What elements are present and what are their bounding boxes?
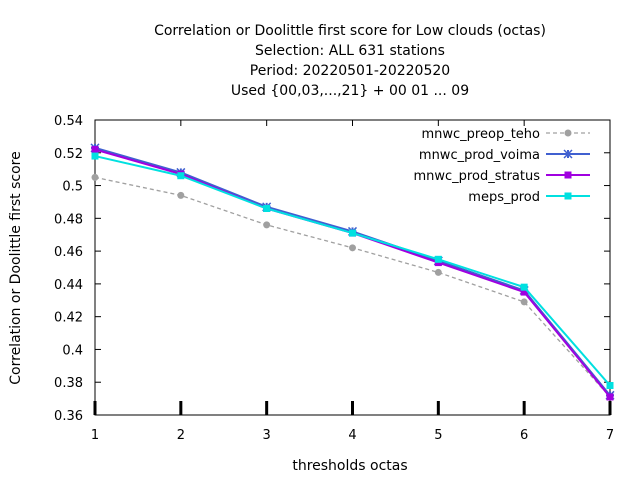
legend-label: mnwc_prod_voima [419,148,540,163]
data-point [91,146,99,153]
data-point [91,173,99,181]
data-point [434,268,442,276]
x-tick-label: 7 [606,428,614,443]
y-tick-label: 0.4 [62,343,83,358]
x-tick-label: 6 [520,428,528,443]
series-mnwc_prod_stratus [91,146,614,401]
plot-area: 0.36 0.38 0.4 0.42 0.44 0.46 0.48 0.5 0.52 0.54 1 2… [54,114,615,443]
x-tick-label: 3 [263,428,271,443]
y-tick-label: 0.38 [54,376,83,391]
y-tick-label: 0.5 [62,180,83,195]
x-tick-label: 2 [177,428,185,443]
title-line-3: Period: 20220501-20220520 [250,63,450,79]
legend: mnwc_preop_teho mnwc_prod_voima mnwc_prod_… [414,127,590,205]
legend-label: mnwc_prod_stratus [414,169,541,184]
series-line [94,148,611,398]
series-line [94,146,611,396]
x-axis-label: thresholds octas [292,458,407,474]
data-point [177,172,185,180]
y-tick-label: 0.48 [54,212,83,227]
data-point [263,205,271,212]
data-point [349,244,356,252]
legend-label: meps_prod [468,190,540,205]
data-point [520,298,528,306]
chart-title: Correlation or Doolittle first score for… [154,23,546,99]
series-line [94,176,611,398]
title-line-1: Correlation or Doolittle first score for… [154,23,546,39]
y-tick-label: 0.54 [54,114,83,129]
data-point [606,393,614,401]
data-point [520,288,528,296]
legend-marker [563,149,573,159]
title-line-2: Selection: ALL 631 stations [255,43,445,59]
y-tick-label: 0.46 [54,245,83,260]
y-tick-label: 0.42 [54,311,83,326]
data-point [91,152,99,160]
title-line-4: Used {00,03,...,21} + 00 01 ... 09 [231,83,469,99]
plot-frame [94,119,611,416]
y-tick-label: 0.36 [54,409,83,424]
x-tick-label: 4 [348,428,356,443]
data-point [349,229,356,237]
data-point [177,191,185,199]
y-axis-label: Correlation or Doolittle first score [8,151,24,384]
x-tick-label: 5 [434,428,442,443]
legend-marker [564,192,572,200]
data-point [606,382,614,389]
y-tick-label: 0.44 [54,278,83,293]
series-mnwc_preop_teho [91,173,614,401]
x-tick-label: 1 [91,428,99,443]
series-meps_prod [91,152,614,389]
data-point [434,255,442,263]
data-point [520,283,528,291]
data-point [263,221,271,229]
legend-marker [564,171,572,179]
legend-label: mnwc_preop_teho [422,127,541,142]
legend-marker [564,129,572,137]
y-tick-label: 0.52 [54,147,83,162]
